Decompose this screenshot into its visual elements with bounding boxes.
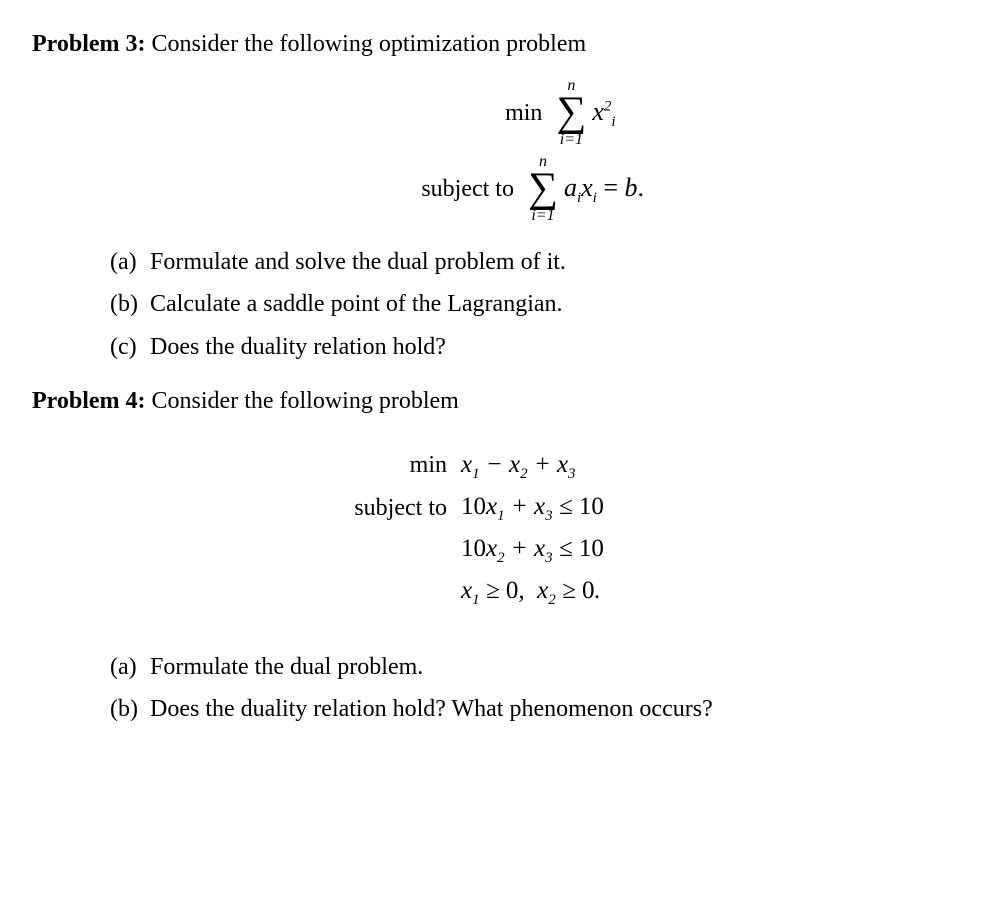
objective-row: min n ∑ i=1 x2i bbox=[32, 78, 976, 148]
sum-lower: i=1 bbox=[560, 132, 583, 148]
problem-4-heading: Problem 4: Consider the following proble… bbox=[32, 385, 976, 417]
p4-min-label: min bbox=[287, 449, 461, 481]
p4-constraint-2: 10x2 + x3 ≤ 10 bbox=[32, 532, 976, 568]
constraint-row: subject to n ∑ i=1 aixi = b. bbox=[32, 154, 976, 224]
sum-symbol-2: n ∑ i=1 bbox=[528, 154, 558, 224]
p4-c1-expr: 10x1 + x3 ≤ 10 bbox=[461, 490, 721, 526]
p4-c2-expr: 10x2 + x3 ≤ 10 bbox=[461, 532, 721, 568]
part-c-label: (c) bbox=[110, 331, 144, 363]
sigma-icon: ∑ bbox=[556, 94, 586, 132]
problem-3-part-a: (a) Formulate and solve the dual problem… bbox=[110, 246, 976, 278]
p4-constraint-1: subject to 10x1 + x3 ≤ 10 bbox=[32, 490, 976, 526]
problem-3-intro: Consider the following optimization prob… bbox=[152, 31, 587, 57]
problem-3-math: min n ∑ i=1 x2i subject to n ∑ i=1 aixi … bbox=[32, 78, 976, 224]
p4-objective-row: min x1 − x2 + x3 bbox=[32, 448, 976, 484]
problem-4-parts: (a) Formulate the dual problem. (b) Does… bbox=[110, 651, 976, 726]
part-c-text: Does the duality relation hold? bbox=[150, 334, 446, 360]
problem-3-heading: Problem 3: Consider the following optimi… bbox=[32, 28, 976, 60]
sum-lower-2: i=1 bbox=[531, 208, 554, 224]
constraint-term: aixi = b. bbox=[558, 170, 644, 208]
p4-part-a-label: (a) bbox=[110, 651, 144, 683]
problem-4-part-a: (a) Formulate the dual problem. bbox=[110, 651, 976, 683]
part-b-label: (b) bbox=[110, 288, 144, 320]
p4-objective-expr: x1 − x2 + x3 bbox=[461, 448, 721, 484]
p4-part-b-label: (b) bbox=[110, 693, 144, 725]
problem-3-parts: (a) Formulate and solve the dual problem… bbox=[110, 246, 976, 363]
sum-symbol: n ∑ i=1 bbox=[556, 78, 586, 148]
part-b-text: Calculate a saddle point of the Lagrangi… bbox=[150, 291, 563, 317]
objective-term: x2i bbox=[586, 94, 615, 132]
problem-3-part-b: (b) Calculate a saddle point of the Lagr… bbox=[110, 288, 976, 320]
problem-4-intro: Consider the following problem bbox=[152, 388, 459, 414]
p4-c3-expr: x1 ≥ 0, x2 ≥ 0. bbox=[461, 574, 721, 610]
problem-3-label: Problem 3: bbox=[32, 31, 146, 57]
problem-4-label: Problem 4: bbox=[32, 388, 146, 414]
subject-to-label: subject to bbox=[364, 173, 528, 205]
problem-4-math: min x1 − x2 + x3 subject to 10x1 + x3 ≤ … bbox=[32, 448, 976, 611]
p4-subject-to-label: subject to bbox=[287, 492, 461, 524]
p4-constraint-3: x1 ≥ 0, x2 ≥ 0. bbox=[32, 574, 976, 610]
part-a-text: Formulate and solve the dual problem of … bbox=[150, 249, 566, 275]
min-label: min bbox=[392, 97, 556, 129]
sigma-icon-2: ∑ bbox=[528, 170, 558, 208]
p4-part-a-text: Formulate the dual problem. bbox=[150, 654, 423, 680]
problem-4-part-b: (b) Does the duality relation hold? What… bbox=[110, 693, 976, 725]
p4-part-b-text: Does the duality relation hold? What phe… bbox=[150, 696, 713, 722]
part-a-label: (a) bbox=[110, 246, 144, 278]
problem-3-part-c: (c) Does the duality relation hold? bbox=[110, 331, 976, 363]
